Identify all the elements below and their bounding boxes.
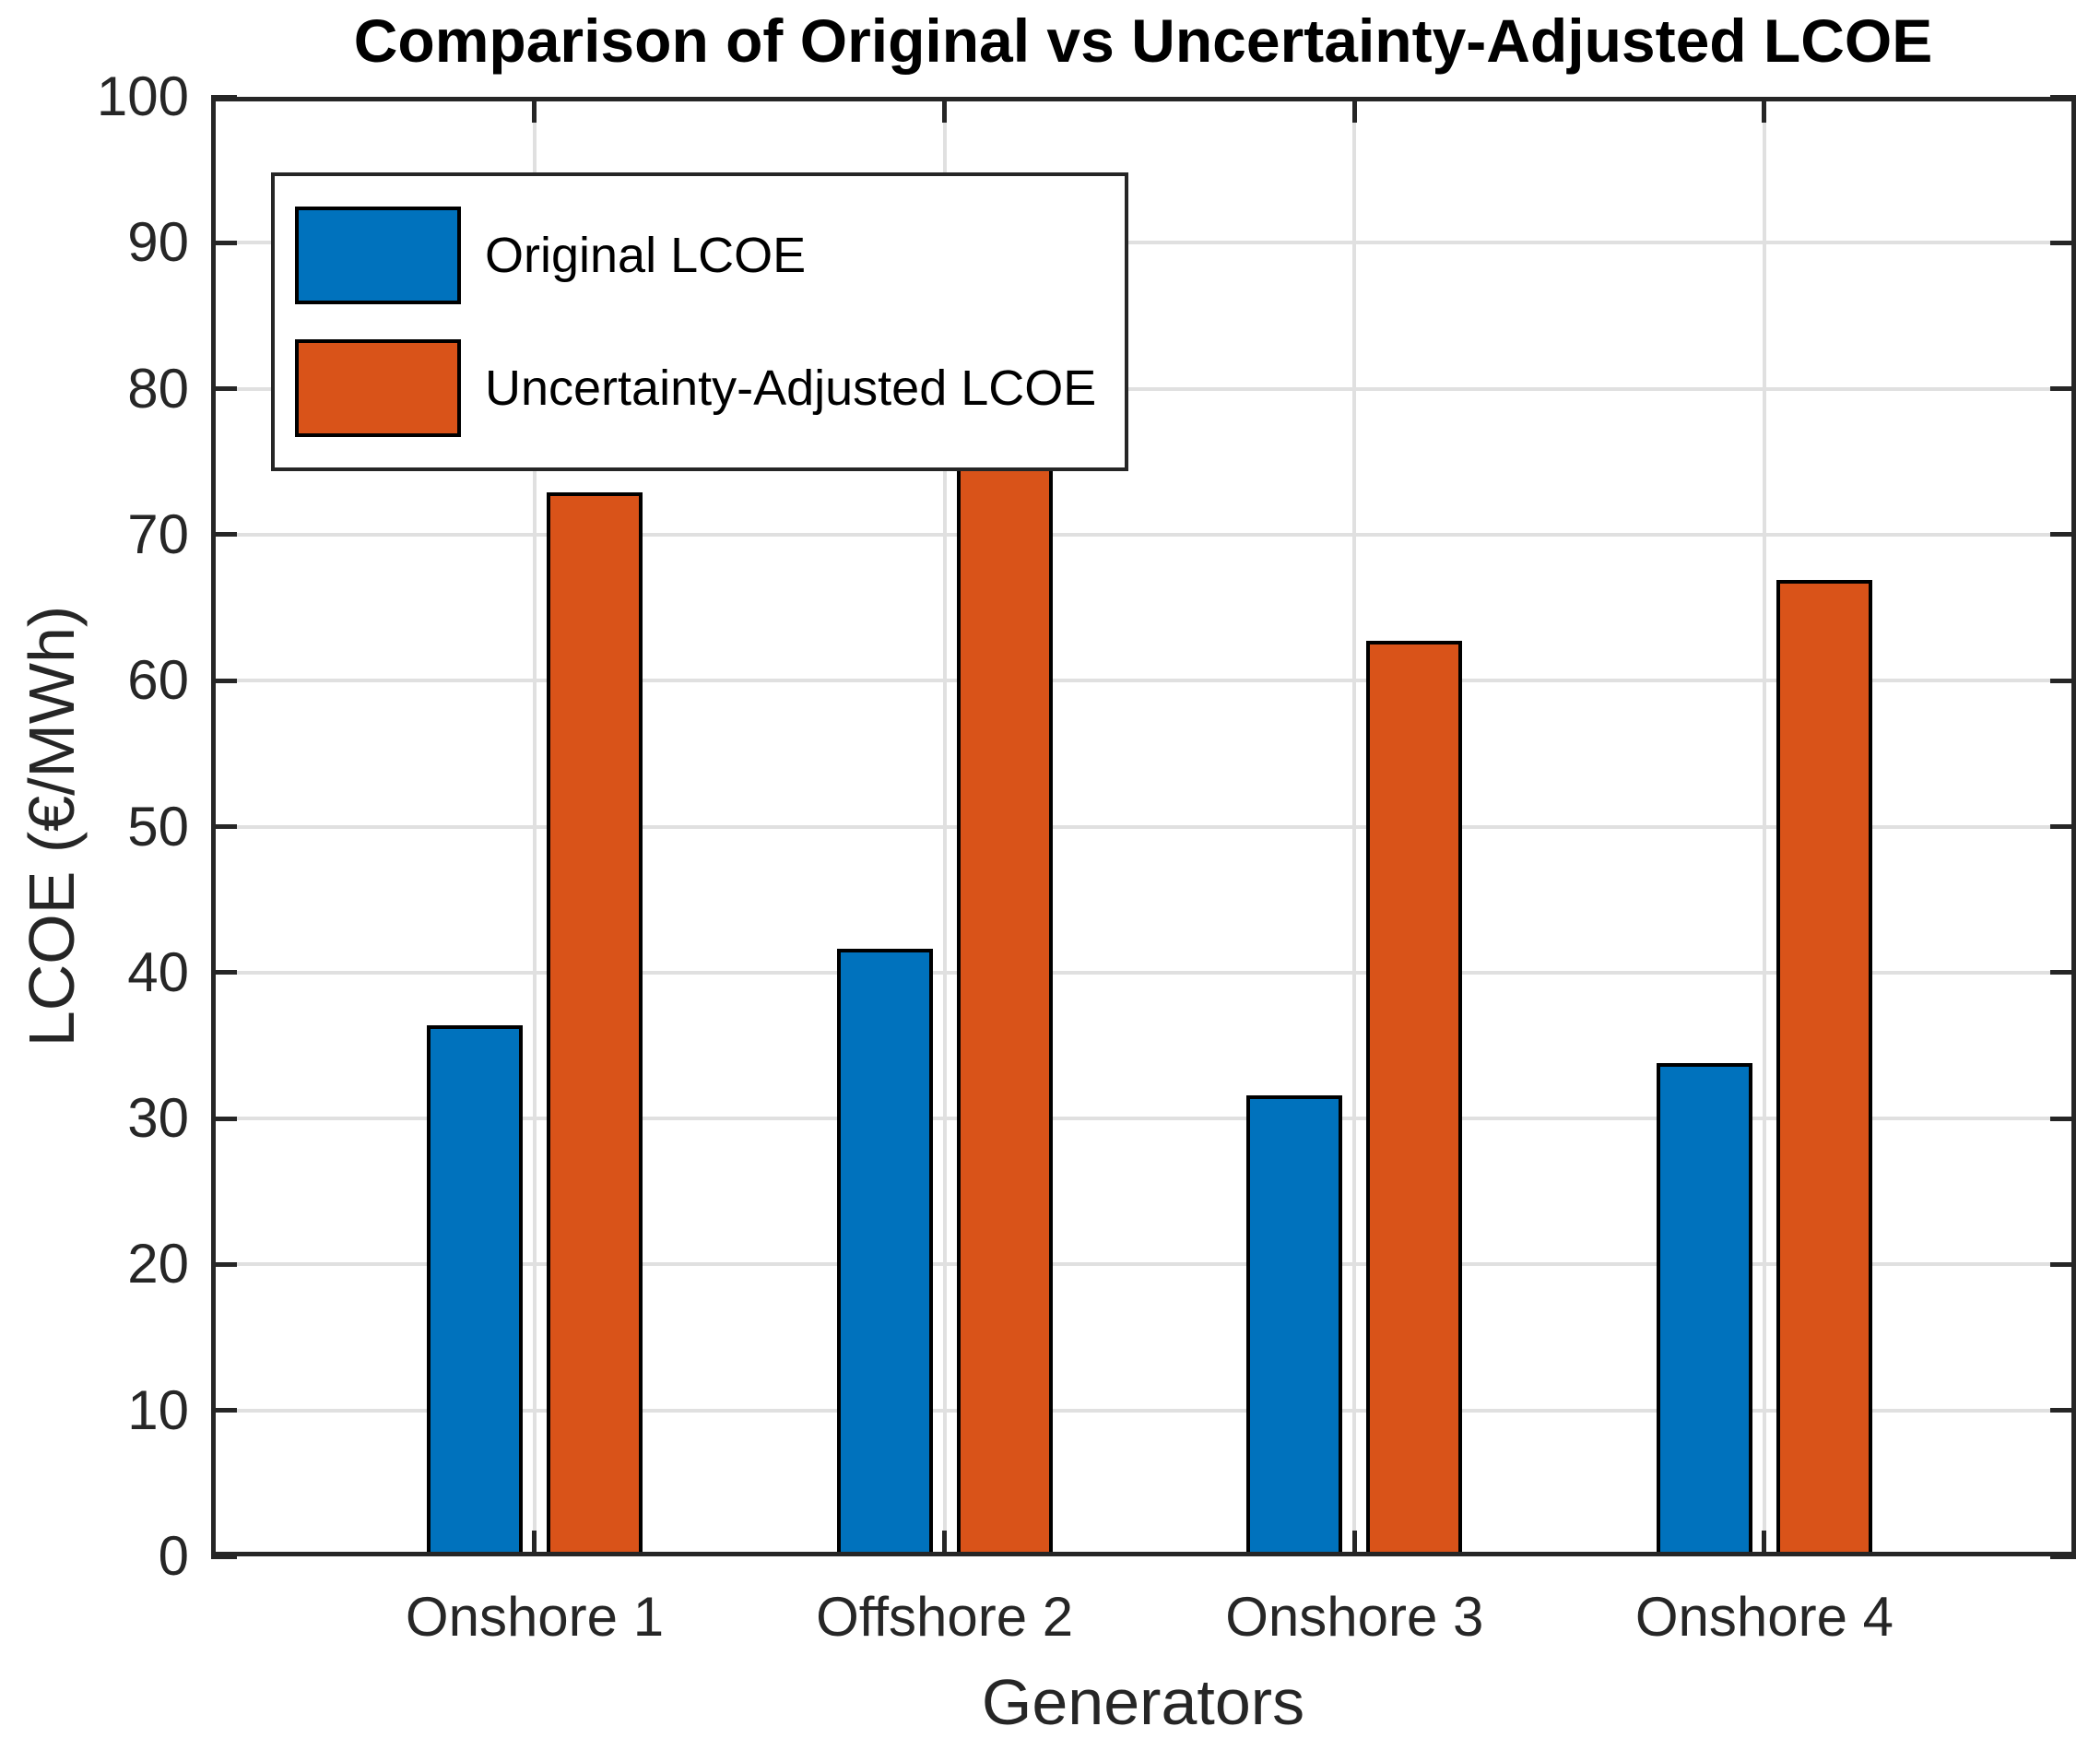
y-tick-right — [2050, 1408, 2076, 1413]
x-tick-bottom — [1351, 1531, 1357, 1556]
y-tick-label: 10 — [127, 1378, 189, 1441]
x-tick-label: Onshore 4 — [1634, 1586, 1894, 1648]
legend-item-original: Original LCOE — [295, 207, 806, 304]
y-tick-right — [2050, 386, 2076, 392]
x-tick-label: Offshore 2 — [816, 1586, 1074, 1648]
y-gridline — [211, 241, 2076, 245]
y-tick-left — [211, 532, 237, 538]
legend-label-original: Original LCOE — [485, 228, 807, 283]
y-tick-right — [2050, 94, 2076, 100]
y-tick-right — [2050, 1554, 2076, 1559]
y-tick-right — [2050, 240, 2076, 245]
y-gridline — [211, 824, 2076, 829]
y-tick-right — [2050, 1116, 2076, 1121]
y-tick-right — [2050, 1261, 2076, 1267]
y-gridline — [211, 386, 2076, 391]
y-gridline — [211, 1408, 2076, 1413]
x-gridline — [1352, 97, 1357, 1556]
y-tick-left — [211, 678, 237, 683]
y-tick-left — [211, 1261, 237, 1267]
y-tick-left — [211, 970, 237, 976]
y-tick-label: 20 — [127, 1233, 189, 1295]
y-tick-label: 0 — [158, 1525, 189, 1587]
legend: Original LCOE Uncertainty-Adjusted LCOE — [271, 172, 1128, 471]
y-gridline — [211, 1117, 2076, 1121]
y-tick-label: 40 — [127, 940, 189, 1003]
bar-uncertainty-adjusted-onshore-4 — [1776, 579, 1872, 1556]
y-tick-right — [2050, 970, 2076, 976]
legend-swatch-adjusted — [295, 339, 461, 437]
x-axis-label: Generators — [981, 1666, 1305, 1738]
y-tick-left — [211, 824, 237, 829]
y-gridline — [211, 532, 2076, 537]
y-tick-left — [211, 1554, 237, 1559]
bar-uncertainty-adjusted-onshore-3 — [1366, 641, 1463, 1556]
y-tick-label: 30 — [127, 1087, 189, 1150]
x-gridline — [942, 97, 947, 1556]
y-tick-label: 70 — [127, 503, 189, 565]
y-tick-left — [211, 240, 237, 245]
legend-label-adjusted: Uncertainty-Adjusted LCOE — [485, 361, 1097, 416]
y-gridline — [211, 679, 2076, 683]
bar-original-onshore-4 — [1656, 1062, 1752, 1556]
legend-item-adjusted: Uncertainty-Adjusted LCOE — [295, 339, 1096, 437]
x-gridline — [1762, 97, 1766, 1556]
x-tick-top — [1351, 97, 1357, 123]
y-tick-label: 90 — [127, 211, 189, 274]
y-tick-label: 100 — [96, 65, 189, 127]
y-tick-label: 50 — [127, 795, 189, 857]
x-tick-bottom — [942, 1531, 948, 1556]
plot-area — [211, 94, 2076, 1559]
y-gridline — [211, 1262, 2076, 1267]
y-tick-right — [2050, 678, 2076, 683]
x-tick-bottom — [1762, 1531, 1767, 1556]
bar-uncertainty-adjusted-offshore-2 — [956, 361, 1053, 1556]
x-tick-bottom — [532, 1531, 537, 1556]
y-gridline — [211, 970, 2076, 975]
x-gridline — [532, 97, 537, 1556]
bar-original-offshore-2 — [836, 949, 933, 1556]
y-tick-left — [211, 94, 237, 100]
x-tick-label: Onshore 1 — [405, 1586, 665, 1648]
y-tick-label: 60 — [127, 649, 189, 712]
y-tick-left — [211, 1116, 237, 1121]
y-tick-right — [2050, 824, 2076, 829]
x-tick-top — [532, 97, 537, 123]
x-tick-top — [942, 97, 948, 123]
x-tick-label: Onshore 3 — [1225, 1586, 1484, 1648]
legend-swatch-original — [295, 207, 461, 304]
bar-original-onshore-3 — [1246, 1094, 1343, 1556]
bar-original-onshore-1 — [426, 1024, 523, 1556]
chart-title: Comparison of Original vs Uncertainty-Ad… — [353, 6, 1933, 75]
y-tick-left — [211, 386, 237, 392]
y-tick-right — [2050, 532, 2076, 538]
y-tick-left — [211, 1408, 237, 1413]
bar-uncertainty-adjusted-onshore-1 — [546, 491, 643, 1556]
x-tick-top — [1762, 97, 1767, 123]
y-tick-label: 80 — [127, 357, 189, 420]
